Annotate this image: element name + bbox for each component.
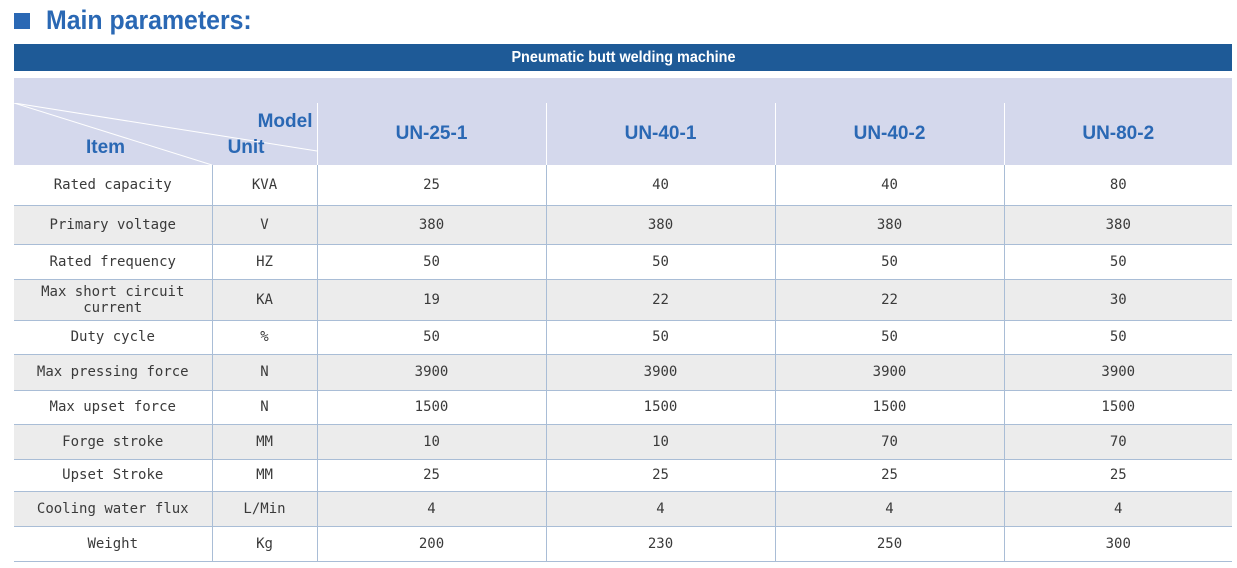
model-header: UN-25-1 [316,103,546,165]
table-row: Weight Kg 200 230 250 300 [14,526,1232,562]
table-row: Max short circuit current KA 19 22 22 30 [14,279,1232,321]
value-cell: 10 [316,424,546,460]
value-cell: 40 [545,165,775,206]
value-cell: 70 [1003,424,1232,460]
model-label: Model [257,111,313,132]
value-cell: 50 [316,244,546,280]
parameters-table: Model Item Unit UN-25-1 UN-40-1 UN-40-2 … [14,103,1232,562]
value-cell: 380 [774,205,1004,245]
value-cell: 10 [545,424,775,460]
unit-cell: L/Min [211,491,317,527]
value-cell: 25 [774,459,1004,492]
value-cell: 50 [545,320,775,355]
value-cell: 4 [545,491,775,527]
value-cell: 3900 [545,354,775,391]
value-cell: 50 [774,320,1004,355]
header-band [14,78,1232,103]
value-cell: 1500 [774,390,1004,425]
unit-cell: MM [211,459,317,492]
table-row: Rated capacity KVA 25 40 40 80 [14,165,1232,206]
value-cell: 250 [774,526,1004,562]
unit-cell: V [211,205,317,245]
item-cell: Upset Stroke [14,459,212,492]
value-cell: 25 [316,459,546,492]
unit-cell: KVA [211,165,317,206]
value-cell: 4 [774,491,1004,527]
value-cell: 25 [316,165,546,206]
table-row: Cooling water flux L/Min 4 4 4 4 [14,491,1232,527]
value-cell: 380 [1003,205,1232,245]
table-title: Pneumatic butt welding machine [510,48,736,66]
value-cell: 3900 [316,354,546,391]
table-row: Forge stroke MM 10 10 70 70 [14,424,1232,460]
value-cell: 300 [1003,526,1232,562]
table-title-banner: Pneumatic butt welding machine [14,44,1232,71]
value-cell: 70 [774,424,1004,460]
section-heading: Main parameters: [14,4,270,36]
corner-header-cell: Model Item Unit [14,103,317,165]
value-cell: 1500 [545,390,775,425]
unit-cell: N [211,390,317,425]
value-cell: 1500 [1003,390,1232,425]
value-cell: 50 [316,320,546,355]
item-cell: Weight [14,526,212,562]
value-cell: 50 [774,244,1004,280]
item-cell: Rated frequency [14,244,212,280]
unit-cell: % [211,320,317,355]
table-row: Max upset force N 1500 1500 1500 1500 [14,390,1232,425]
value-cell: 80 [1003,165,1232,206]
model-header: UN-40-2 [774,103,1004,165]
value-cell: 200 [316,526,546,562]
table-header-row: Model Item Unit UN-25-1 UN-40-1 UN-40-2 … [14,103,1232,165]
item-cell: Forge stroke [14,424,212,460]
diagonal-lines [14,103,317,165]
value-cell: 40 [774,165,1004,206]
model-header: UN-40-1 [545,103,775,165]
item-cell: Cooling water flux [14,491,212,527]
value-cell: 22 [545,279,775,321]
value-cell: 380 [316,205,546,245]
value-cell: 4 [1003,491,1232,527]
unit-cell: KA [211,279,317,321]
value-cell: 50 [1003,320,1232,355]
square-bullet-icon [14,13,30,29]
value-cell: 50 [545,244,775,280]
unit-cell: HZ [211,244,317,280]
table-row: Upset Stroke MM 25 25 25 25 [14,459,1232,492]
table-row: Duty cycle% 50 50 50 50 [14,320,1232,355]
item-cell: Duty cycle [14,320,212,355]
value-cell: 25 [1003,459,1232,492]
value-cell: 30 [1003,279,1232,321]
value-cell: 4 [316,491,546,527]
value-cell: 3900 [774,354,1004,391]
value-cell: 50 [1003,244,1232,280]
table-row: Primary voltage V 380 380 380 380 [14,205,1232,245]
section-title: Main parameters: [46,4,252,35]
value-cell: 22 [774,279,1004,321]
table-row: Rated frequency HZ 50 50 50 50 [14,244,1232,280]
model-header: UN-80-2 [1003,103,1232,165]
value-cell: 1500 [316,390,546,425]
unit-label: Unit [227,137,265,158]
value-cell: 19 [316,279,546,321]
unit-cell: Kg [211,526,317,562]
item-label: Item [86,137,126,158]
unit-cell: N [211,354,317,391]
table-row: Max pressing force N 3900 3900 3900 3900 [14,354,1232,391]
item-cell: Max pressing force [14,354,212,391]
item-cell: Rated capacity [14,165,212,206]
item-cell: Primary voltage [14,205,212,245]
value-cell: 3900 [1003,354,1232,391]
item-cell: Max upset force [14,390,212,425]
value-cell: 230 [545,526,775,562]
unit-cell: MM [211,424,317,460]
value-cell: 25 [545,459,775,492]
item-cell: Max short circuit current [14,279,212,321]
value-cell: 380 [545,205,775,245]
table-body: Rated capacity KVA 25 40 40 80 Primary voltage… [14,165,1232,562]
